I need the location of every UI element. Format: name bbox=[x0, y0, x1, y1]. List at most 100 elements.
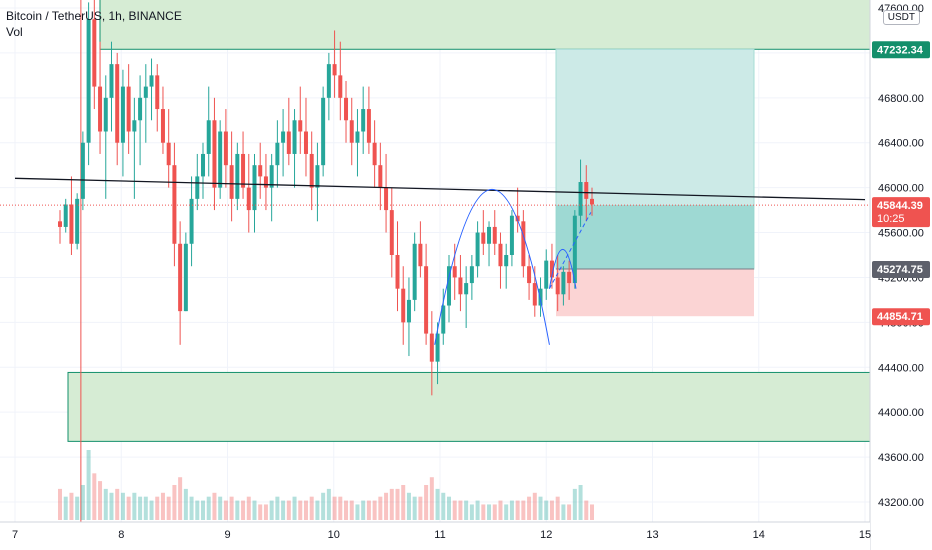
volume-bar bbox=[469, 504, 474, 520]
candle-body bbox=[201, 153, 206, 177]
volume-bar bbox=[263, 504, 268, 520]
volume-bar bbox=[475, 500, 480, 520]
support-zone bbox=[67, 371, 871, 442]
volume-bar bbox=[115, 488, 120, 520]
volume-indicator-label[interactable]: Vol bbox=[6, 25, 23, 39]
currency-badge[interactable]: USDT bbox=[882, 10, 920, 25]
volume-bar bbox=[458, 500, 463, 520]
volume-bar bbox=[109, 492, 114, 520]
candle-body bbox=[475, 232, 480, 267]
candle-body bbox=[481, 232, 486, 244]
y-tick-label: 43600.00 bbox=[878, 452, 924, 464]
volume-bar bbox=[206, 496, 211, 520]
volume-bar bbox=[149, 500, 154, 520]
volume-bar bbox=[452, 500, 457, 520]
candle-body bbox=[549, 260, 554, 278]
candle-body bbox=[178, 243, 183, 312]
volume-bar bbox=[218, 496, 223, 520]
candle-body bbox=[155, 75, 160, 110]
price-label: 45844.39 bbox=[877, 200, 923, 212]
volume-bar bbox=[446, 496, 451, 520]
volume-bar bbox=[344, 500, 349, 520]
candle-body bbox=[109, 64, 114, 98]
volume-bar bbox=[246, 496, 251, 520]
volume-bar bbox=[515, 500, 520, 520]
candle-body bbox=[504, 255, 509, 267]
volume-bar bbox=[492, 504, 497, 520]
candle-body bbox=[538, 288, 543, 306]
candle-body bbox=[469, 266, 474, 284]
candle-body bbox=[361, 109, 366, 132]
candle-body bbox=[332, 64, 337, 76]
x-tick-label: 7 bbox=[12, 529, 18, 541]
volume-bar bbox=[183, 488, 188, 520]
candle-body bbox=[384, 187, 389, 211]
volume-bar bbox=[120, 492, 125, 520]
candle-body bbox=[206, 120, 211, 154]
volume-bar bbox=[195, 500, 200, 520]
candle-body bbox=[92, 19, 97, 87]
volume-bar bbox=[172, 485, 177, 520]
candle-body bbox=[263, 176, 268, 188]
symbol-title[interactable]: Bitcoin / TetherUS, 1h, BINANCE bbox=[6, 9, 182, 23]
volume-bar bbox=[378, 496, 383, 520]
candle-body bbox=[246, 187, 251, 211]
volume-bar bbox=[567, 504, 572, 520]
volume-bar bbox=[138, 496, 143, 520]
candle-body bbox=[406, 299, 411, 323]
candle-body bbox=[401, 288, 406, 323]
candle-body bbox=[544, 260, 549, 289]
volume-bar bbox=[395, 488, 400, 520]
candle-body bbox=[292, 120, 297, 154]
candle-body bbox=[344, 97, 349, 121]
volume-bar bbox=[281, 500, 286, 520]
candle-body bbox=[446, 266, 451, 306]
candle-body bbox=[441, 305, 446, 334]
volume-bar bbox=[241, 500, 246, 520]
volume-bar bbox=[103, 488, 108, 520]
x-tick-label: 12 bbox=[540, 529, 552, 541]
price-label: 45274.75 bbox=[877, 264, 923, 276]
volume-bar bbox=[590, 504, 594, 520]
candle-body bbox=[464, 283, 469, 295]
volume-bar bbox=[412, 496, 417, 520]
candle-body bbox=[315, 165, 320, 188]
candle-body bbox=[366, 109, 371, 143]
candle-body bbox=[452, 266, 457, 278]
volume-bar bbox=[481, 504, 486, 520]
volume-bar bbox=[292, 496, 297, 520]
candle-body bbox=[269, 165, 274, 188]
volume-bar bbox=[366, 500, 371, 520]
volume-bar bbox=[275, 496, 280, 520]
volume-bar bbox=[92, 473, 97, 520]
volume-bar bbox=[80, 485, 85, 520]
candle-body bbox=[561, 271, 566, 295]
volume-bar bbox=[126, 496, 131, 520]
candle-body bbox=[143, 86, 148, 98]
candle-body bbox=[138, 97, 143, 121]
volume-bar bbox=[178, 477, 183, 520]
stop-zone bbox=[556, 269, 754, 317]
candle-body bbox=[241, 153, 246, 188]
volume-bar bbox=[561, 504, 566, 520]
time-axis bbox=[0, 522, 870, 550]
price-label-box bbox=[872, 41, 930, 59]
candle-body bbox=[223, 131, 228, 166]
candle-body bbox=[378, 165, 383, 188]
candle-body bbox=[395, 255, 400, 289]
volume-bar bbox=[509, 500, 514, 520]
volume-bar bbox=[189, 496, 194, 520]
candle-body bbox=[166, 142, 171, 166]
y-tick-label: 46800.00 bbox=[878, 93, 924, 105]
candle-body bbox=[372, 142, 377, 166]
candle-body bbox=[286, 131, 291, 154]
volume-bar bbox=[332, 496, 337, 520]
candle-body bbox=[58, 221, 62, 227]
price-countdown: 10:25 bbox=[877, 213, 905, 225]
candle-body bbox=[281, 131, 286, 143]
candle-body bbox=[412, 243, 417, 300]
volume-bar bbox=[69, 492, 74, 520]
volume-bar bbox=[544, 500, 549, 520]
volume-bar bbox=[269, 500, 274, 520]
